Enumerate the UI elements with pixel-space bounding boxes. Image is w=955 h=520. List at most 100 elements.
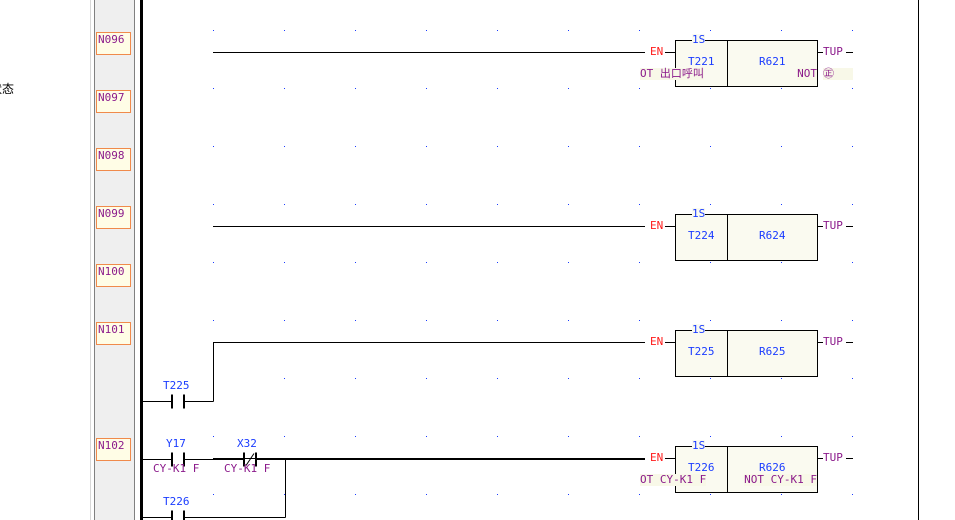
grid-dot bbox=[284, 146, 285, 147]
grid-dot bbox=[710, 88, 711, 89]
grid-dot bbox=[355, 378, 356, 379]
grid-dot bbox=[710, 378, 711, 379]
grid-dot bbox=[355, 436, 356, 437]
timer-preset: 1S bbox=[692, 206, 706, 220]
grid-dot bbox=[426, 204, 427, 205]
grid-dot bbox=[426, 436, 427, 437]
grid-dot bbox=[497, 436, 498, 437]
grid-dot bbox=[426, 88, 427, 89]
grid-dot bbox=[497, 204, 498, 205]
grid-dot bbox=[213, 146, 214, 147]
timer-address[interactable]: T226 bbox=[688, 460, 715, 474]
grid-dot bbox=[639, 30, 640, 31]
contact-comment: CY-K1 F bbox=[153, 462, 200, 475]
timer-preset: 1S bbox=[692, 322, 706, 336]
grid-dot bbox=[852, 146, 853, 147]
grid-dot bbox=[355, 494, 356, 495]
grid-dot bbox=[284, 320, 285, 321]
grid-dot bbox=[568, 204, 569, 205]
timer-comment: OT 出口呼叫 bbox=[640, 66, 704, 80]
tup-output-label: TUP bbox=[823, 334, 843, 348]
rung-label-n102[interactable]: N102 bbox=[96, 438, 131, 461]
grid-dot bbox=[355, 30, 356, 31]
grid-dot bbox=[568, 378, 569, 379]
grid-dot bbox=[355, 204, 356, 205]
grid-dot bbox=[426, 378, 427, 379]
grid-dot bbox=[355, 320, 356, 321]
contact-address[interactable]: T226 bbox=[163, 495, 190, 508]
rung-label-n098[interactable]: N098 bbox=[96, 148, 131, 171]
grid-dot bbox=[639, 378, 640, 379]
grid-dot bbox=[568, 30, 569, 31]
timer-address[interactable]: T221 bbox=[688, 54, 715, 68]
grid-dot bbox=[781, 30, 782, 31]
register-address[interactable]: R624 bbox=[759, 228, 786, 242]
grid-dot bbox=[426, 494, 427, 495]
grid-dot bbox=[568, 88, 569, 89]
grid-dot bbox=[568, 262, 569, 263]
grid-dot bbox=[639, 320, 640, 321]
contact-address[interactable]: T225 bbox=[163, 379, 190, 392]
grid-dot bbox=[568, 494, 569, 495]
grid-dot bbox=[497, 146, 498, 147]
grid-dot bbox=[497, 262, 498, 263]
grid-dot bbox=[213, 30, 214, 31]
grid-dot bbox=[213, 262, 214, 263]
register-comment: NOT bbox=[797, 66, 817, 80]
register-address[interactable]: R625 bbox=[759, 344, 786, 358]
grid-dot bbox=[568, 320, 569, 321]
grid-dot bbox=[781, 262, 782, 263]
rung-label-n096[interactable]: N096 bbox=[96, 32, 131, 55]
grid-dot bbox=[284, 436, 285, 437]
timer-preset: 1S bbox=[692, 32, 706, 46]
grid-dot bbox=[781, 436, 782, 437]
grid-dot bbox=[568, 436, 569, 437]
grid-dot bbox=[781, 320, 782, 321]
grid-dot bbox=[852, 30, 853, 31]
grid-dot bbox=[781, 88, 782, 89]
grid-dot bbox=[284, 88, 285, 89]
rung-label-n099[interactable]: N099 bbox=[96, 206, 131, 229]
timer-preset: 1S bbox=[692, 438, 706, 452]
register-address[interactable]: R621 bbox=[759, 54, 786, 68]
grid-dot bbox=[284, 494, 285, 495]
grid-dot bbox=[710, 494, 711, 495]
grid-dot bbox=[710, 262, 711, 263]
grid-dot bbox=[852, 204, 853, 205]
grid-dot bbox=[497, 88, 498, 89]
grid-dot bbox=[781, 494, 782, 495]
grid-dot bbox=[497, 494, 498, 495]
tup-output-label: TUP bbox=[823, 450, 843, 464]
rung-label-n100[interactable]: N100 bbox=[96, 264, 131, 287]
grid-dot bbox=[284, 30, 285, 31]
grid-dot bbox=[852, 88, 853, 89]
grid-dot bbox=[284, 378, 285, 379]
rung-label-n101[interactable]: N101 bbox=[96, 322, 131, 345]
timer-comment: OT CY-K1 F bbox=[640, 472, 707, 486]
en-input-label: EN bbox=[650, 44, 664, 58]
en-input-label: EN bbox=[650, 334, 664, 348]
grid-dot bbox=[639, 262, 640, 263]
grid-dot bbox=[710, 320, 711, 321]
grid-dot bbox=[852, 494, 853, 495]
grid-dot bbox=[852, 436, 853, 437]
grid-dot bbox=[213, 88, 214, 89]
grid-dot bbox=[355, 146, 356, 147]
register-comment: NOT CY-K1 F bbox=[744, 472, 817, 486]
grid-dot bbox=[639, 88, 640, 89]
register-address[interactable]: R626 bbox=[759, 460, 786, 474]
tup-output-label: TUP bbox=[823, 44, 843, 58]
grid-dot bbox=[852, 378, 853, 379]
grid-dot bbox=[213, 204, 214, 205]
contact-address[interactable]: X32 bbox=[237, 437, 257, 450]
timer-address[interactable]: T225 bbox=[688, 344, 715, 358]
left-panel: 状态 bbox=[0, 0, 91, 520]
contact-address[interactable]: Y17 bbox=[166, 437, 186, 450]
grid-dot bbox=[710, 30, 711, 31]
rung-label-n097[interactable]: N097 bbox=[96, 90, 131, 113]
grid-dot bbox=[426, 146, 427, 147]
grid-dot bbox=[710, 204, 711, 205]
status-label: 状态 bbox=[0, 82, 15, 96]
timer-address[interactable]: T224 bbox=[688, 228, 715, 242]
grid-dot bbox=[568, 146, 569, 147]
